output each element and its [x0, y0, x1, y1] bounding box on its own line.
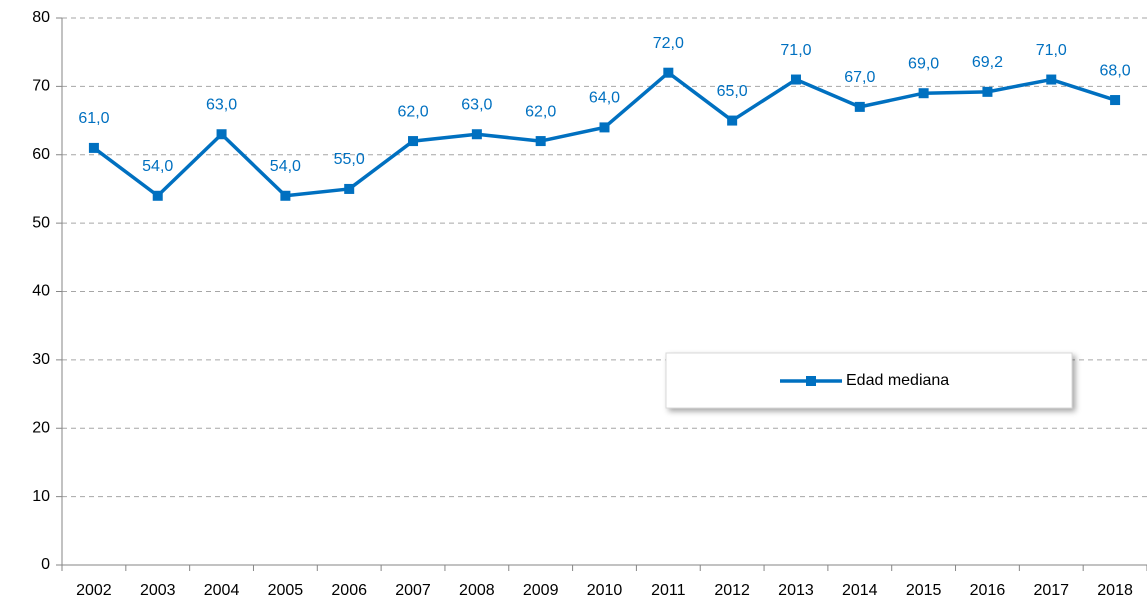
y-tick-label: 50 [32, 214, 50, 231]
data-label: 62,0 [397, 103, 428, 120]
x-tick-label: 2010 [587, 582, 623, 599]
data-label: 54,0 [142, 158, 173, 175]
data-label: 63,0 [461, 96, 492, 113]
data-point [790, 74, 801, 85]
y-tick-label: 40 [32, 283, 50, 300]
x-tick-label: 2017 [1033, 582, 1069, 599]
x-tick-label: 2003 [140, 582, 176, 599]
x-tick-label: 2015 [906, 582, 942, 599]
y-tick-label: 60 [32, 146, 50, 163]
data-label: 71,0 [780, 42, 811, 59]
legend-box [665, 352, 1073, 409]
y-tick-label: 0 [41, 556, 50, 573]
y-tick-label: 80 [32, 9, 50, 26]
x-tick-label: 2006 [331, 582, 367, 599]
y-tick-label: 70 [32, 78, 50, 95]
x-tick-label: 2018 [1097, 582, 1133, 599]
data-label: 55,0 [334, 151, 365, 168]
data-point [408, 136, 419, 147]
data-point [471, 129, 482, 140]
y-tick-label: 20 [32, 419, 50, 436]
data-label: 64,0 [589, 90, 620, 107]
data-label: 72,0 [653, 35, 684, 52]
x-tick-label: 2016 [970, 582, 1006, 599]
data-point [1046, 74, 1057, 85]
data-point [918, 88, 929, 99]
data-label: 71,0 [1036, 42, 1067, 59]
data-point [88, 142, 99, 153]
x-tick-label: 2009 [523, 582, 559, 599]
data-label: 67,0 [844, 69, 875, 86]
data-point [1110, 95, 1121, 106]
x-tick-label: 2013 [778, 582, 814, 599]
data-point [854, 101, 865, 112]
x-tick-label: 2011 [651, 582, 686, 599]
data-label: 69,0 [908, 55, 939, 72]
data-point [216, 129, 227, 140]
x-tick-label: 2005 [268, 582, 304, 599]
legend-label: Edad mediana [846, 372, 949, 389]
x-tick-label: 2008 [459, 582, 495, 599]
data-point [280, 190, 291, 201]
data-label: 54,0 [270, 158, 301, 175]
data-point [152, 190, 163, 201]
data-point [344, 183, 355, 194]
data-label: 69,2 [972, 54, 1003, 71]
data-label: 65,0 [717, 83, 748, 100]
data-point [535, 136, 546, 147]
data-label: 61,0 [78, 110, 109, 127]
data-label: 62,0 [525, 103, 556, 120]
x-tick-label: 2012 [714, 582, 750, 599]
data-point [599, 122, 610, 133]
x-tick-label: 2004 [204, 582, 240, 599]
data-point [982, 86, 993, 97]
y-tick-label: 30 [32, 351, 50, 368]
x-tick-label: 2002 [76, 582, 112, 599]
data-label: 63,0 [206, 96, 237, 113]
legend: Edad mediana [665, 352, 1073, 409]
data-point [663, 67, 674, 78]
x-tick-label: 2014 [842, 582, 878, 599]
x-tick-label: 2007 [395, 582, 431, 599]
data-label: 68,0 [1100, 62, 1131, 79]
y-tick-label: 10 [32, 488, 50, 505]
legend-marker [806, 376, 816, 386]
data-point [727, 115, 738, 126]
